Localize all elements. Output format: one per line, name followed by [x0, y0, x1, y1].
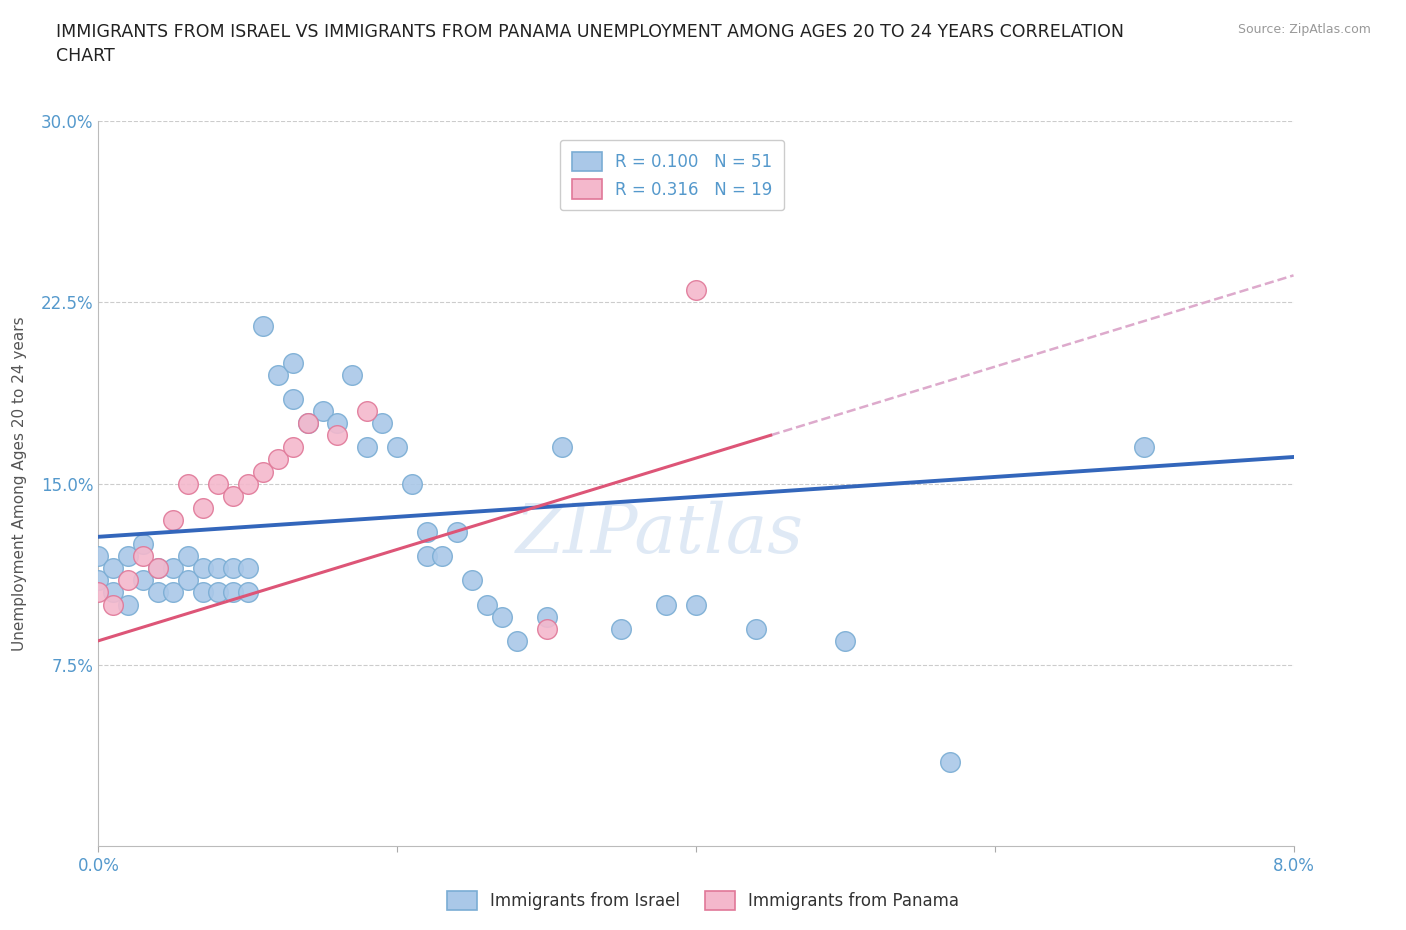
Point [191, 500, 214, 515]
Point [132, 537, 155, 551]
Point [536, 621, 558, 636]
Y-axis label: Unemployment Among Ages 20 to 24 years: Unemployment Among Ages 20 to 24 years [13, 316, 27, 651]
Point [297, 416, 319, 431]
Point [117, 573, 139, 588]
Point [236, 561, 259, 576]
Text: Source: ZipAtlas.com: Source: ZipAtlas.com [1237, 23, 1371, 36]
Point [401, 476, 423, 491]
Point [311, 404, 333, 418]
Point [281, 392, 304, 406]
Point [207, 585, 229, 600]
Point [550, 440, 572, 455]
Point [745, 621, 768, 636]
Point [326, 416, 349, 431]
Point [162, 585, 184, 600]
Point [236, 585, 259, 600]
Point [207, 476, 229, 491]
Legend: Immigrants from Israel, Immigrants from Panama: Immigrants from Israel, Immigrants from … [440, 884, 966, 917]
Point [475, 597, 498, 612]
Point [939, 754, 962, 769]
Point [87, 585, 110, 600]
Point [416, 549, 439, 564]
Point [222, 585, 245, 600]
Point [236, 476, 259, 491]
Point [297, 416, 319, 431]
Point [132, 573, 155, 588]
Point [103, 585, 125, 600]
Point [148, 585, 170, 600]
Point [162, 561, 184, 576]
Point [461, 573, 484, 588]
Point [117, 549, 139, 564]
Point [281, 440, 304, 455]
Point [446, 525, 468, 539]
Point [371, 416, 394, 431]
Point [685, 283, 707, 298]
Point [191, 561, 214, 576]
Point [87, 573, 110, 588]
Point [281, 355, 304, 370]
Point [252, 319, 274, 334]
Point [103, 597, 125, 612]
Point [267, 452, 290, 467]
Point [191, 585, 214, 600]
Point [117, 597, 139, 612]
Point [834, 633, 856, 648]
Point [103, 561, 125, 576]
Point [385, 440, 409, 455]
Point [267, 367, 290, 382]
Point [162, 512, 184, 527]
Point [222, 488, 245, 503]
Point [252, 464, 274, 479]
Point [177, 549, 200, 564]
Point [416, 525, 439, 539]
Point [87, 549, 110, 564]
Point [1133, 440, 1156, 455]
Legend: R = 0.100   N = 51, R = 0.316   N = 19: R = 0.100 N = 51, R = 0.316 N = 19 [560, 140, 785, 210]
Point [655, 597, 678, 612]
Point [342, 367, 364, 382]
Point [430, 549, 453, 564]
Point [491, 609, 513, 624]
Point [506, 633, 529, 648]
Point [536, 609, 558, 624]
Point [207, 561, 229, 576]
Point [148, 561, 170, 576]
Text: ZIPatlas: ZIPatlas [516, 501, 804, 568]
Point [222, 561, 245, 576]
Text: IMMIGRANTS FROM ISRAEL VS IMMIGRANTS FROM PANAMA UNEMPLOYMENT AMONG AGES 20 TO 2: IMMIGRANTS FROM ISRAEL VS IMMIGRANTS FRO… [56, 23, 1125, 65]
Point [356, 440, 378, 455]
Point [177, 476, 200, 491]
Point [685, 597, 707, 612]
Point [132, 549, 155, 564]
Point [356, 404, 378, 418]
Point [148, 561, 170, 576]
Point [177, 573, 200, 588]
Point [326, 428, 349, 443]
Point [610, 621, 633, 636]
